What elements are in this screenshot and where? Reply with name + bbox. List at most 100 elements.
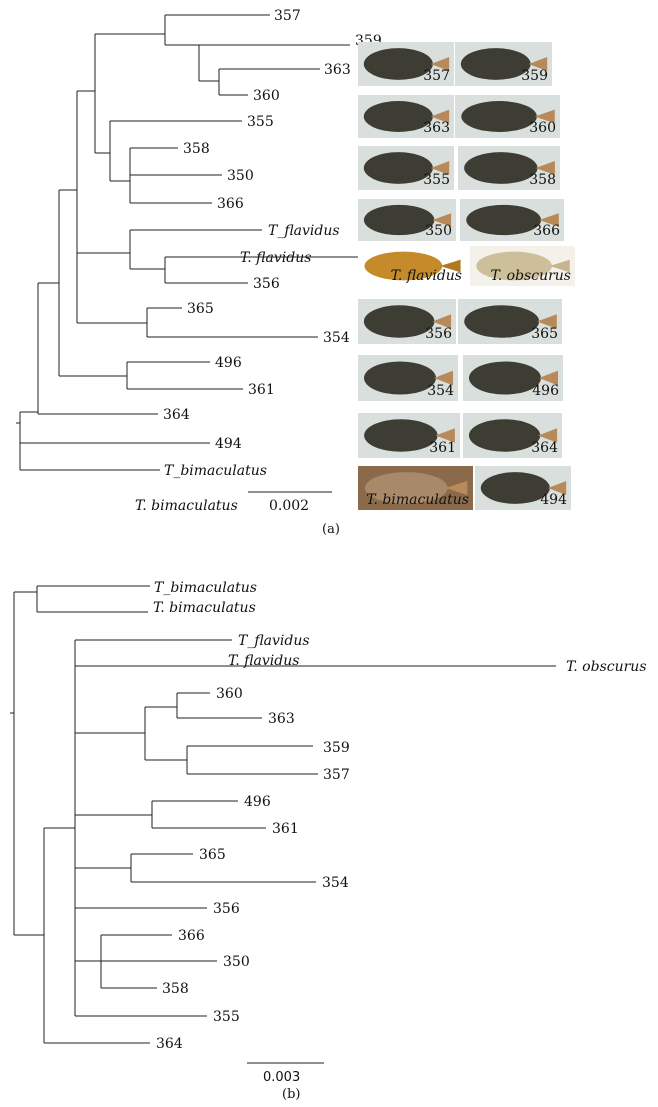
photo-label: T. obscurus [490, 268, 571, 284]
photo-label: 359 [521, 68, 548, 84]
scale-label: 0.002 [269, 498, 309, 514]
photo-label: 364 [531, 440, 558, 456]
tip-label: 356 [213, 901, 240, 917]
fish-tail [528, 56, 548, 72]
tip-label: 365 [187, 301, 214, 317]
photo-label: 354 [427, 383, 454, 399]
panel-caption: (b) [282, 1087, 300, 1102]
photo-label: 363 [423, 120, 450, 136]
photo-label: 361 [429, 440, 456, 456]
specimen-photo: 363 [358, 95, 454, 138]
fish-tail [535, 160, 555, 176]
specimen-photo: 355 [358, 146, 454, 190]
specimen-photo: 364 [463, 413, 562, 458]
tip-label: T. flavidus [228, 653, 299, 669]
fish-body [364, 361, 436, 395]
tip-label: 355 [213, 1009, 240, 1025]
panel-caption: (a) [322, 522, 340, 537]
tip-label: 364 [163, 407, 190, 423]
tip-label: 363 [268, 711, 295, 727]
fish-body [363, 101, 433, 132]
tip-label: 364 [156, 1036, 183, 1052]
tip-label: 496 [215, 355, 242, 371]
tip-label: 360 [216, 686, 243, 702]
fish-tail [430, 109, 450, 124]
fish-tail [549, 259, 570, 273]
tip-label: 358 [183, 141, 210, 157]
photo-label: 366 [533, 223, 560, 239]
tip-label: 365 [199, 847, 226, 863]
tip-label: 350 [227, 168, 254, 184]
tip-label: 357 [274, 8, 301, 24]
tip-label: T. bimaculatus [135, 498, 238, 514]
fish-tail [547, 480, 567, 496]
fish-body [364, 472, 448, 504]
tip-label: 494 [215, 436, 242, 452]
tip-label: 350 [223, 954, 250, 970]
tip-label: 356 [253, 276, 280, 292]
fish-body [468, 419, 541, 452]
fish-body [364, 251, 443, 281]
tip-label: 355 [247, 114, 274, 130]
photo-label: 365 [531, 326, 558, 342]
tip-label: T. flavidus [240, 250, 311, 266]
specimen-photo: 494 [475, 466, 571, 510]
tip-label: 358 [162, 981, 189, 997]
photo-label: 350 [425, 223, 452, 239]
fish-tail [430, 160, 450, 176]
fish-body [476, 251, 552, 281]
fish-tail [432, 314, 452, 329]
specimen-photo: 366 [460, 199, 564, 241]
fish-body [364, 419, 438, 452]
photo-label: 355 [423, 172, 450, 188]
tip-label: T. bimaculatus [153, 600, 256, 616]
fish-body [464, 152, 538, 184]
fish-body [363, 305, 435, 338]
specimen-photo: 360 [455, 95, 560, 138]
fish-tail [534, 109, 555, 124]
specimen-photo: 350 [358, 199, 456, 241]
tip-label: 359 [323, 740, 350, 756]
fish-body [461, 101, 537, 132]
fish-tail [537, 314, 557, 329]
photo-label: 357 [423, 68, 450, 84]
fish-body [363, 48, 433, 80]
fish-tail [430, 56, 450, 72]
tip-label: 360 [253, 88, 280, 104]
tree-b-branches [10, 585, 556, 1044]
tip-label: 366 [217, 196, 244, 212]
fish-body [363, 152, 433, 184]
fish-tail [538, 428, 558, 443]
specimen-photo: 354 [358, 355, 458, 401]
tip-label: 357 [323, 767, 350, 783]
fish-body [460, 48, 531, 80]
specimen-photo: 357 [358, 42, 454, 86]
photo-label: 494 [540, 492, 567, 508]
tree-a-tip-labels: 357 359 363 360 355 358 350 366 T_flavid… [135, 8, 382, 514]
fish-tail [432, 213, 452, 227]
tip-label: 354 [322, 875, 349, 891]
photo-label: T. flavidus [391, 268, 462, 284]
specimen-photo: T. obscurus [470, 246, 575, 286]
photo-label: 360 [529, 120, 556, 136]
photo-label: 356 [425, 326, 452, 342]
specimen-photo: 361 [358, 413, 460, 458]
fish-tail [434, 370, 453, 386]
specimen-photo: 365 [458, 299, 562, 344]
specimen-photo: T. bimaculatus [358, 466, 473, 510]
fish-body [363, 204, 435, 236]
tree-a-branches [16, 14, 372, 471]
scale-bar-b: 0.003 [247, 1062, 324, 1085]
tip-label: 363 [324, 62, 351, 78]
specimen-photo: 356 [358, 299, 456, 344]
fish-body [464, 305, 540, 338]
fish-body [480, 472, 550, 504]
photo-label: 358 [529, 172, 556, 188]
tip-label: 496 [244, 794, 271, 810]
specimen-photo: 358 [458, 146, 560, 190]
tip-label: T_flavidus [268, 223, 340, 239]
tip-label: T_bimaculatus [164, 463, 267, 479]
tip-label: 361 [272, 821, 299, 837]
specimen-photo: 496 [463, 355, 563, 401]
